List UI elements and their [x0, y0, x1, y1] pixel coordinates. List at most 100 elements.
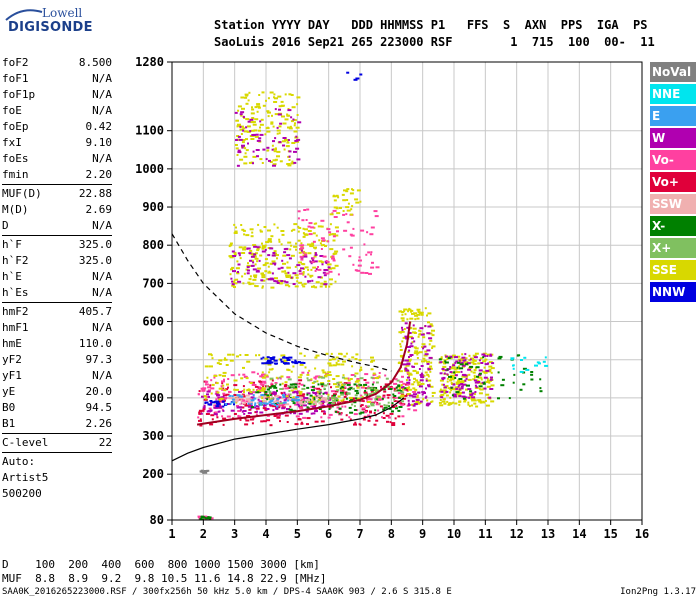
echo-point [519, 370, 524, 373]
echo-point [272, 164, 276, 167]
echo-point [283, 401, 287, 404]
echo-point [449, 366, 453, 369]
echo-point [289, 248, 292, 251]
echo-point [291, 160, 294, 163]
echo-point [273, 391, 277, 394]
echo-point [387, 385, 390, 388]
echo-point [298, 401, 303, 403]
echo-point [281, 382, 284, 385]
echo-point [473, 374, 476, 377]
echo-point [409, 394, 413, 397]
echo-point [312, 232, 316, 235]
echo-point [383, 406, 388, 409]
echo-point [298, 390, 303, 393]
echo-point [306, 417, 311, 420]
echo-point [302, 252, 307, 255]
echo-point [333, 216, 338, 218]
x-tick-label: 14 [572, 527, 586, 541]
echo-point [246, 247, 251, 250]
echo-point [455, 387, 459, 390]
lowell-digisonde-logo: Lowell DIGISONDE [4, 6, 104, 46]
echo-point [227, 353, 232, 356]
echo-point [327, 403, 332, 406]
echo-point [267, 238, 272, 241]
echo-point [223, 394, 227, 397]
echo-point [317, 225, 322, 228]
echo-point [342, 360, 346, 363]
echo-point [358, 384, 363, 387]
echo-point [398, 361, 401, 364]
echo-point [360, 366, 363, 369]
echo-point [344, 391, 347, 394]
echo-point [310, 401, 314, 404]
echo-point [337, 400, 340, 403]
echo-point [297, 361, 300, 363]
echo-point [284, 383, 288, 386]
echo-point [222, 409, 225, 412]
echo-point [238, 138, 243, 141]
param-label: MUF(D) [2, 187, 42, 200]
echo-point [478, 385, 483, 388]
trace-curves [171, 233, 412, 462]
echo-point [295, 415, 300, 418]
echo-point [425, 378, 428, 381]
echo-point [373, 210, 378, 213]
echo-point [265, 375, 269, 378]
echo-point [211, 401, 216, 404]
echo-point [287, 108, 290, 110]
echo-point [294, 387, 298, 390]
echo-point [284, 93, 287, 96]
echo-point [206, 380, 209, 383]
echo-point [292, 228, 296, 231]
dashed-trace-curve [171, 233, 392, 372]
echo-point [297, 376, 302, 379]
echo-point [306, 399, 310, 402]
echo-point [313, 397, 316, 400]
echo-point [367, 414, 371, 417]
echo-point [310, 262, 313, 265]
echo-point [359, 368, 363, 371]
echo-point [331, 255, 335, 258]
echo-point [288, 398, 292, 400]
echo-point [443, 372, 446, 375]
echo-point [242, 410, 247, 412]
echo-point [370, 356, 374, 359]
echo-point [317, 276, 322, 279]
echo-point [323, 280, 327, 283]
echo-point [375, 419, 379, 422]
echo-point [358, 256, 361, 259]
param-value: 2.69 [85, 203, 113, 216]
echo-point [402, 336, 407, 339]
echo-point [251, 259, 254, 262]
echo-point [235, 226, 237, 229]
echo-point [364, 272, 369, 274]
echo-point [345, 213, 348, 216]
echo-point [290, 370, 293, 373]
echo-point [342, 386, 345, 389]
echo-point [342, 210, 345, 212]
echo-point [354, 394, 358, 397]
echo-point [226, 383, 229, 386]
echo-point [311, 279, 314, 282]
echo-point [233, 384, 238, 387]
echo-point [300, 242, 303, 245]
echo-point [330, 390, 335, 393]
echo-point [295, 126, 300, 129]
echo-point [253, 245, 258, 248]
echo-point [306, 406, 309, 409]
echo-point [296, 280, 299, 283]
echo-point [334, 264, 339, 267]
echo-point [314, 286, 318, 289]
echo-point [276, 132, 279, 135]
echo-point [281, 397, 286, 400]
echo-point [455, 381, 459, 384]
echo-point [424, 325, 427, 327]
echo-point [210, 354, 213, 357]
echo-point [399, 380, 404, 383]
echo-point [247, 99, 250, 102]
echo-point [253, 253, 257, 256]
echo-point [478, 400, 483, 403]
echo-point [259, 120, 262, 123]
echo-point [406, 371, 410, 374]
echo-point [254, 285, 259, 288]
